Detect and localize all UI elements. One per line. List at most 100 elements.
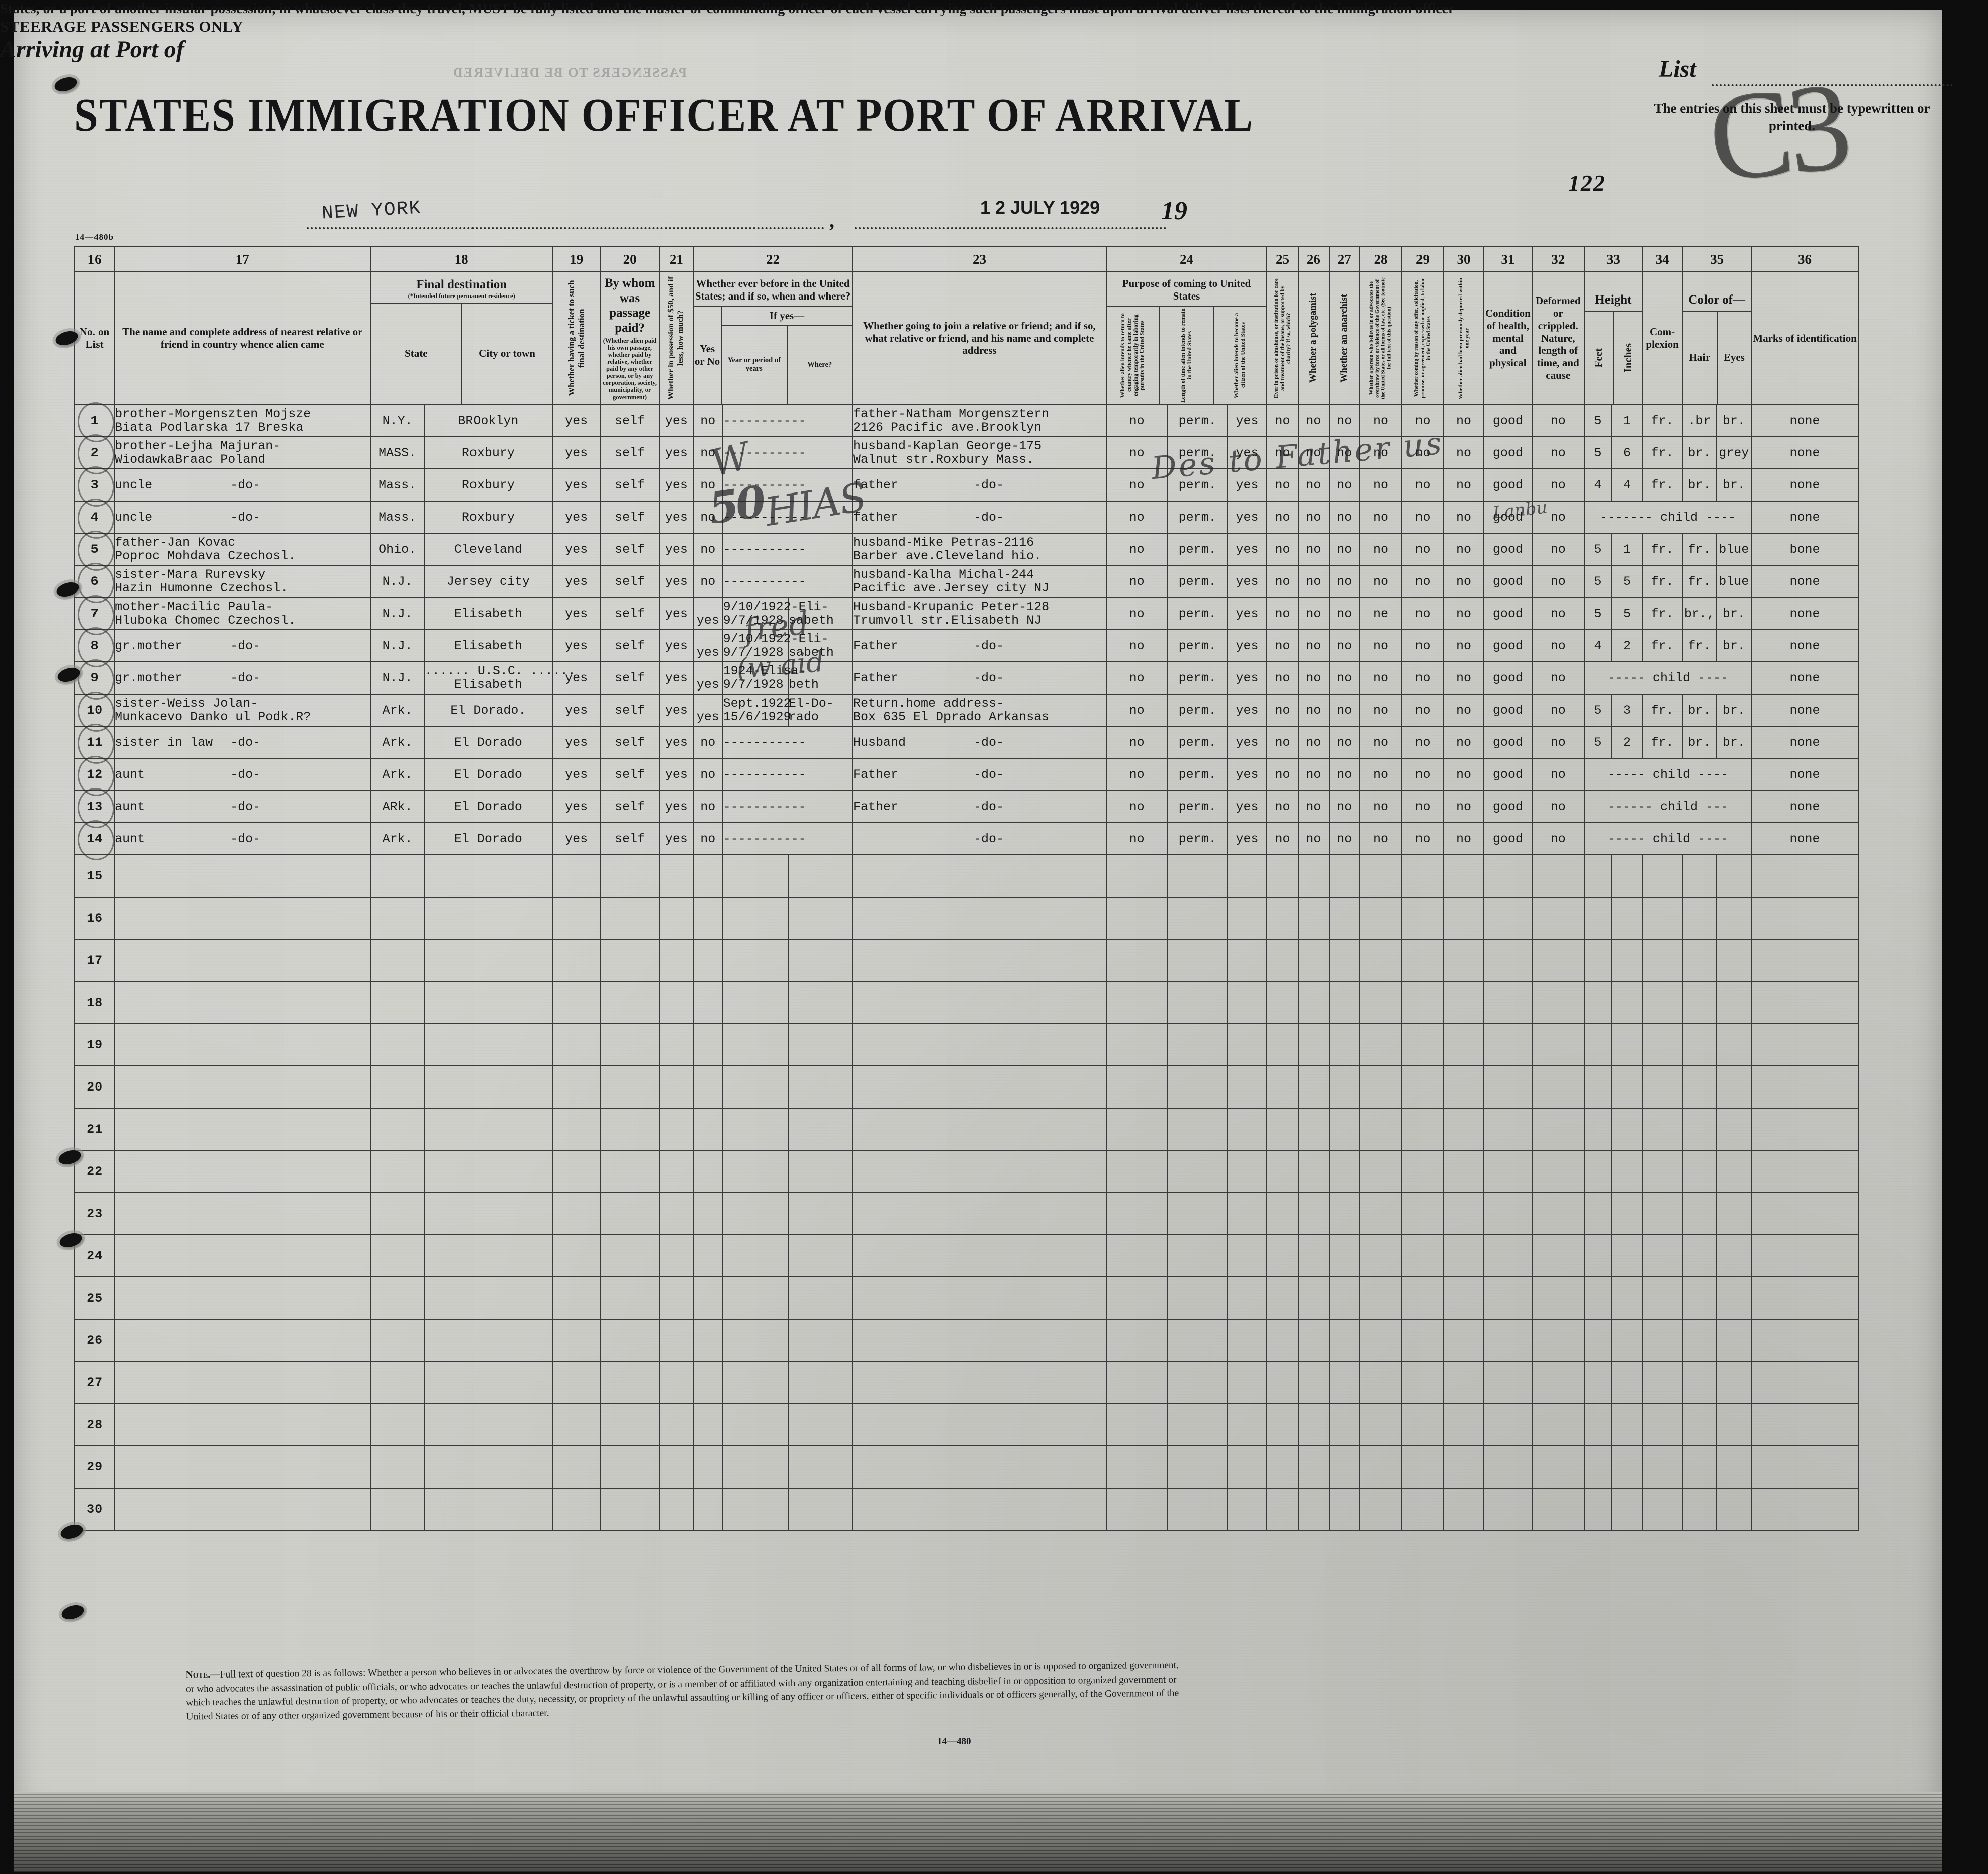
join-relative: Husband-Krupanic Peter-128 Trumvoll str.E… (852, 597, 1107, 630)
col-24: no (1105, 565, 1168, 598)
col-26: yes (1226, 629, 1268, 662)
col-31: no (1401, 404, 1444, 437)
cell-empty (1483, 1150, 1533, 1193)
col-29: no (1328, 404, 1360, 437)
cell-empty (787, 897, 854, 940)
col-31: no (1401, 661, 1444, 695)
cell-empty (1641, 939, 1683, 982)
cell-empty (114, 897, 371, 940)
arrival-date-stamp: 1 2 JULY 1929 (980, 197, 1100, 218)
cell-empty (1531, 1445, 1585, 1489)
cell-empty (1167, 1445, 1228, 1489)
cell-empty (1483, 981, 1533, 1024)
cell-empty (1266, 1150, 1299, 1193)
col-25: perm. (1167, 533, 1228, 566)
cell-empty (114, 1150, 371, 1193)
footnote-text: Full text of question 28 is as follows: … (185, 1660, 1179, 1722)
cell-empty (423, 897, 553, 940)
cell-empty (1105, 854, 1168, 898)
cell-empty (1298, 1108, 1330, 1151)
cell-empty (1105, 1488, 1168, 1531)
height-feet: 5 (1583, 404, 1613, 437)
destination-state: Mass. (370, 468, 425, 502)
colnum-28: 28 (1359, 246, 1403, 272)
table-body: 1 brother-Morgenszten Mojsze Biata Podlars… (74, 400, 1859, 1531)
cell-empty (370, 981, 425, 1024)
cell-empty (1401, 1361, 1444, 1404)
cell-empty (1359, 1445, 1403, 1489)
cell-empty (1328, 1445, 1360, 1489)
eye-color: grey (1716, 436, 1752, 469)
col-25: perm. (1167, 661, 1228, 695)
cell-empty (1105, 1108, 1168, 1151)
cell-empty (1483, 1276, 1533, 1320)
cell-empty (1167, 897, 1228, 940)
cell-empty (1583, 1488, 1613, 1531)
before-us-yesno: no (693, 404, 723, 437)
cell-empty (1483, 939, 1533, 982)
cell-empty (1611, 939, 1643, 982)
cell-empty (1266, 1065, 1299, 1109)
cell-empty (1401, 939, 1444, 982)
row-number: 27 (74, 1361, 115, 1404)
table-row-empty: 28 (74, 1403, 1859, 1446)
cell-empty (600, 1065, 660, 1109)
cell-empty (1328, 1192, 1360, 1235)
col-31: no (1401, 533, 1444, 566)
table-row: 12 aunt -do- Ark. El Dorado yes self yes no -----… (74, 753, 1859, 799)
cell-empty (1328, 1023, 1360, 1066)
marks-identification: none (1751, 565, 1859, 598)
cell-empty (423, 1445, 553, 1489)
cell-empty (722, 1361, 789, 1404)
eye-color: br. (1716, 468, 1752, 502)
col-31: no (1401, 501, 1444, 534)
hair-color: br. (1682, 726, 1717, 759)
cell-empty (600, 939, 660, 982)
cell-empty (658, 1023, 694, 1066)
col-31: no (1401, 436, 1444, 469)
cell-empty (1443, 1023, 1485, 1066)
cell-empty (1266, 981, 1299, 1024)
cell-empty (1531, 939, 1585, 982)
colnum-36: 36 (1751, 246, 1859, 272)
relative-address: mother-Macilic Paula- Hluboka Chomec Czec… (114, 597, 371, 630)
cell-empty (551, 1234, 601, 1277)
cell-empty (551, 1108, 601, 1151)
table-row: 3 uncle -do- Mass. Roxbury yes self yes no ------… (74, 464, 1859, 509)
cell-empty (551, 1065, 601, 1109)
passage-paid-by: self (600, 822, 660, 855)
handwritten-stamp-c3: C3 (1702, 56, 1853, 209)
destination-city: Roxbury (423, 468, 553, 502)
footnote-form-number: 14—480 (937, 1736, 971, 1747)
destination-city: Roxbury (423, 501, 553, 534)
colnum-33: 33 (1583, 246, 1643, 272)
cell-empty (1716, 854, 1752, 898)
cell-empty (1682, 1361, 1717, 1404)
col-29: no (1328, 468, 1360, 502)
header-deformed: Deformed or crippled. Nature, length of … (1531, 271, 1585, 405)
cell-empty (1531, 1276, 1585, 1320)
cell-empty (370, 1361, 425, 1404)
height-feet: 4 (1583, 468, 1613, 502)
height-and-color: ----- child ---- (1583, 758, 1752, 791)
cell-empty (1641, 897, 1683, 940)
join-relative: husband-Mike Petras-2116 Barber ave.Cleve… (852, 533, 1107, 566)
table-row: 8 gr.mother -do- N.J. Elisabeth yes self yes ye… (74, 625, 1859, 670)
cell-empty (1359, 1319, 1403, 1362)
cell-empty (551, 939, 601, 982)
cell-empty (370, 1319, 425, 1362)
page-title: STATES IMMIGRATION OFFICER AT PORT OF AR… (74, 89, 1254, 142)
join-relative: Father -do- (852, 629, 1107, 662)
cell-empty (693, 1276, 723, 1320)
cell-empty (1531, 1108, 1585, 1151)
cell-empty (1483, 1319, 1533, 1362)
col-25: perm. (1167, 726, 1228, 759)
fifty-dollars: yes (658, 597, 694, 630)
before-us-year: ----------- (722, 533, 854, 566)
cell-empty (1298, 939, 1330, 982)
row-number: 14 (74, 818, 117, 863)
ticket-yesno: yes (551, 758, 601, 791)
col-26: yes (1226, 533, 1268, 566)
cell-empty (600, 1150, 660, 1193)
